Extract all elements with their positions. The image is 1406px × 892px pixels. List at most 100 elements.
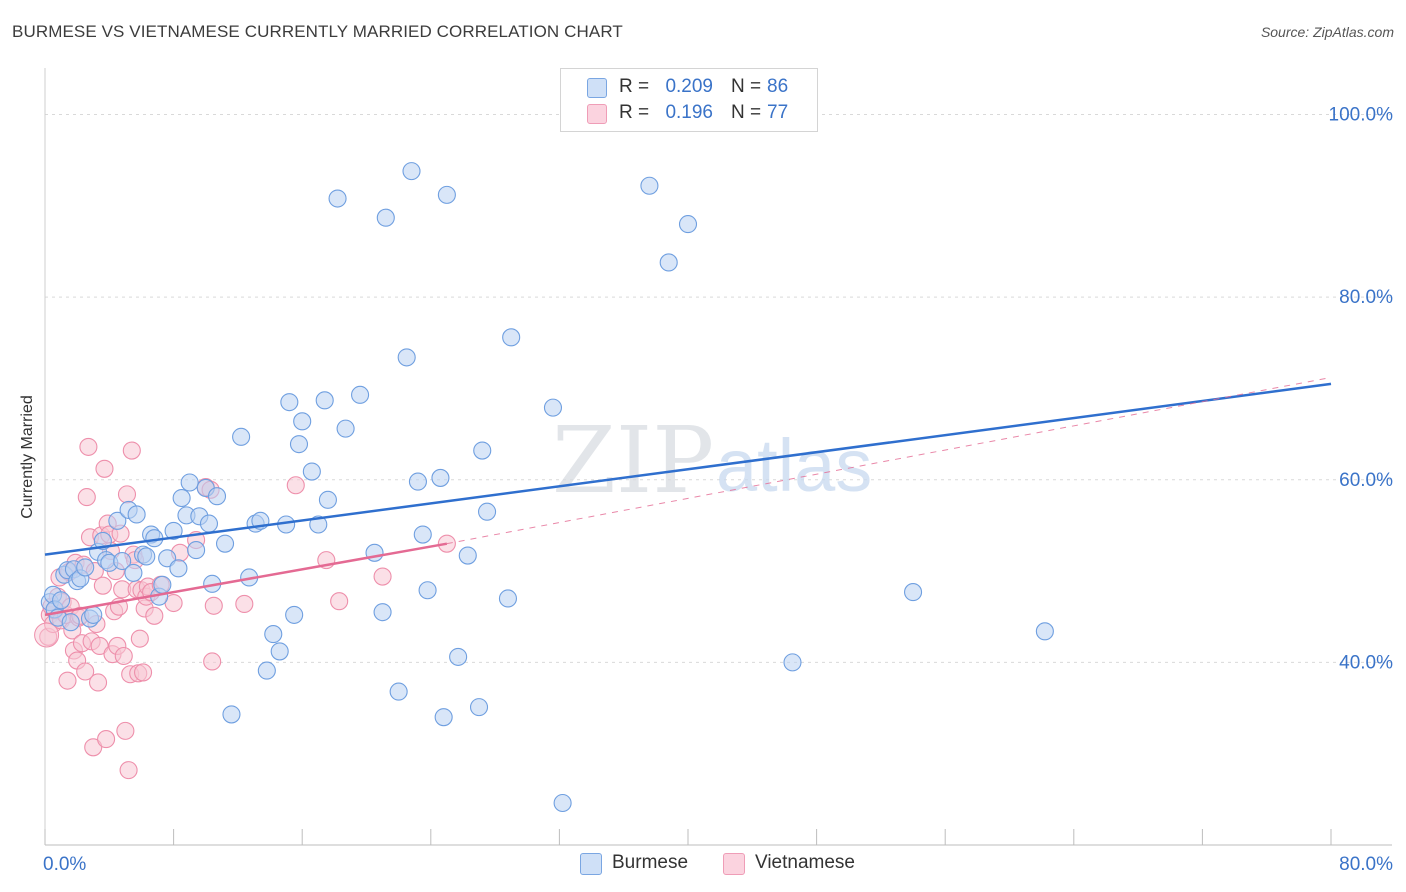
point-burmese — [434, 708, 453, 727]
point-burmese — [158, 549, 177, 568]
point-burmese — [318, 490, 337, 509]
point-burmese — [389, 682, 408, 701]
point-burmese — [640, 176, 659, 195]
point-vietnamese — [122, 441, 141, 460]
point-vietnamese — [34, 622, 60, 648]
point-burmese — [659, 253, 678, 272]
point-vietnamese — [330, 592, 349, 611]
trend-line-burmese — [44, 382, 1332, 556]
point-burmese — [232, 427, 251, 446]
point-burmese — [285, 605, 304, 624]
watermark-zip: ZIP — [552, 407, 714, 514]
point-vietnamese — [203, 652, 222, 671]
point-burmese — [408, 472, 427, 491]
legend-swatch-vietnamese — [587, 104, 607, 124]
point-burmese — [169, 559, 188, 578]
point-burmese — [553, 793, 572, 813]
point-burmese — [351, 385, 370, 404]
legend-row-burmese: R = 0.209 N = 86 — [561, 75, 817, 101]
y-tick-label: 100.0% — [1329, 105, 1394, 126]
point-burmese — [222, 705, 241, 724]
point-vietnamese — [114, 646, 133, 666]
point-vietnamese — [97, 730, 116, 749]
point-vietnamese — [76, 662, 95, 681]
point-vietnamese — [204, 596, 223, 615]
point-burmese — [137, 547, 156, 566]
point-burmese — [431, 468, 450, 487]
point-burmese — [397, 348, 416, 367]
tick-labels: 40.0% 60.0% 80.0% 100.0% 0.0% 80.0% — [43, 105, 1393, 875]
legend-n-value: 77 — [767, 102, 789, 123]
legend-label-vietnamese: Vietnamese — [755, 852, 855, 873]
point-burmese — [289, 435, 309, 454]
legend-row-vietnamese: R = 0.196 N = 77 — [561, 101, 817, 127]
point-vietnamese — [90, 636, 109, 655]
point-burmese — [413, 525, 432, 544]
point-vietnamese — [134, 663, 153, 682]
point-burmese — [187, 541, 206, 560]
point-burmese — [52, 591, 71, 610]
point-burmese — [153, 575, 172, 594]
point-burmese — [172, 488, 191, 508]
point-burmese — [903, 583, 923, 602]
point-burmese — [207, 487, 227, 506]
point-burmese — [376, 208, 395, 227]
point-burmese — [270, 642, 289, 661]
point-vietnamese — [373, 567, 392, 586]
point-burmese — [199, 514, 219, 533]
point-burmese — [418, 581, 437, 600]
x-tick-label: 0.0% — [43, 854, 86, 875]
point-burmese — [469, 698, 489, 717]
point-burmese — [84, 605, 103, 624]
y-tick-label: 80.0% — [1339, 287, 1393, 308]
point-burmese — [473, 441, 492, 460]
source-label: Source: ZipAtlas.com — [1260, 24, 1394, 40]
point-burmese — [76, 558, 95, 577]
point-burmese — [502, 328, 521, 347]
point-burmese — [678, 215, 698, 234]
legend-r-label: R = — [619, 76, 650, 97]
point-vietnamese — [79, 437, 98, 456]
point-burmese — [402, 162, 421, 181]
point-burmese — [215, 534, 235, 553]
y-axis-label: Currently Married — [19, 395, 36, 519]
point-burmese — [478, 502, 497, 521]
y-tick-label: 40.0% — [1339, 652, 1393, 673]
point-burmese — [449, 647, 468, 666]
point-burmese — [293, 412, 312, 431]
point-burmese — [127, 505, 146, 524]
point-burmese — [498, 589, 518, 608]
legend-n-label: N = — [731, 76, 762, 97]
point-vietnamese — [88, 673, 108, 692]
legend-r-value: 0.196 — [665, 102, 713, 123]
legend-n-label: N = — [731, 102, 762, 123]
point-burmese — [180, 473, 199, 492]
point-vietnamese — [119, 761, 138, 780]
legend-n-value: 86 — [767, 76, 789, 97]
point-vietnamese — [116, 721, 135, 740]
point-burmese — [328, 189, 347, 208]
point-vietnamese — [286, 476, 305, 495]
legend-swatch-burmese — [580, 853, 602, 875]
point-vietnamese — [93, 576, 112, 595]
point-burmese — [783, 653, 802, 672]
watermark-atlas: atlas — [716, 424, 872, 507]
legend-swatch-vietnamese — [723, 853, 745, 875]
point-burmese — [543, 398, 563, 417]
chart-title: BURMESE VS VIETNAMESE CURRENTLY MARRIED … — [12, 22, 623, 41]
point-vietnamese — [145, 606, 164, 625]
point-burmese — [113, 551, 132, 571]
point-burmese — [309, 515, 328, 534]
point-vietnamese — [95, 459, 114, 478]
trend-lines — [44, 377, 1332, 617]
series-burmese — [40, 162, 1054, 813]
correlation-legend: R = 0.209 N = 86 R = 0.196 N = 77 — [560, 68, 818, 132]
point-vietnamese — [130, 629, 149, 648]
y-tick-label: 60.0% — [1339, 470, 1393, 491]
point-burmese — [280, 393, 299, 412]
trend-extension-vietnamese — [446, 377, 1332, 545]
legend-r-value: 0.209 — [665, 76, 713, 97]
point-burmese — [1035, 622, 1054, 641]
point-vietnamese — [117, 485, 137, 504]
